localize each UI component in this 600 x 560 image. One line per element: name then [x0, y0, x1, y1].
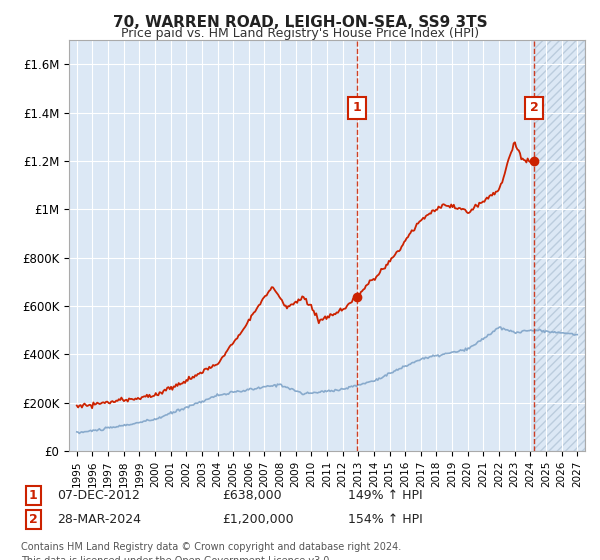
Text: Contains HM Land Registry data © Crown copyright and database right 2024.
This d: Contains HM Land Registry data © Crown c… [21, 542, 401, 560]
Text: 70, WARREN ROAD, LEIGH-ON-SEA, SS9 3TS: 70, WARREN ROAD, LEIGH-ON-SEA, SS9 3TS [113, 15, 487, 30]
Text: £638,000: £638,000 [222, 489, 281, 502]
Text: 149% ↑ HPI: 149% ↑ HPI [348, 489, 422, 502]
Text: 1: 1 [29, 489, 37, 502]
Bar [534, 40, 585, 451]
Text: 07-DEC-2012: 07-DEC-2012 [57, 489, 140, 502]
Text: 154% ↑ HPI: 154% ↑ HPI [348, 513, 423, 526]
Text: 28-MAR-2024: 28-MAR-2024 [57, 513, 141, 526]
Text: £1,200,000: £1,200,000 [222, 513, 293, 526]
Text: 2: 2 [530, 101, 538, 114]
Text: 2: 2 [29, 513, 37, 526]
Text: 1: 1 [353, 101, 362, 114]
Text: Price paid vs. HM Land Registry's House Price Index (HPI): Price paid vs. HM Land Registry's House … [121, 27, 479, 40]
